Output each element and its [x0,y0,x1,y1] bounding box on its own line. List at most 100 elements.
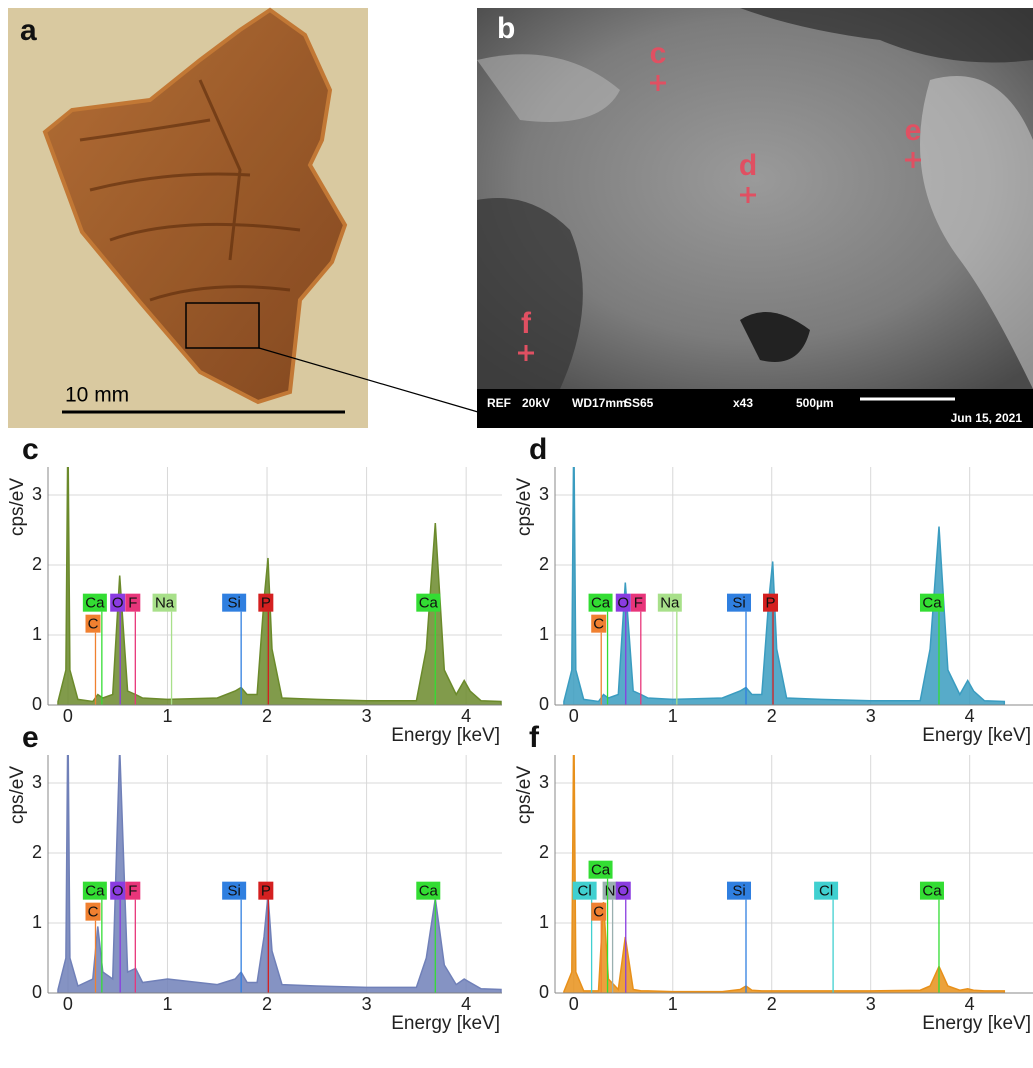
y-tick-label: 2 [32,554,42,574]
y-tick-label: 3 [539,772,549,792]
y-axis-label: cps/eV [7,766,28,824]
point-label: e [905,114,922,147]
marker-label: F [634,595,643,612]
x-tick-label: 2 [767,994,777,1014]
x-tick-label: 2 [262,994,272,1014]
info-text: SS65 [624,396,654,410]
panel-label: c [22,433,39,466]
x-tick-label: 3 [866,994,876,1014]
marker-label: C [593,616,604,633]
panel-label: d [529,433,547,466]
info-text: 20kV [522,396,550,410]
x-axis-label: Energy [keV] [922,725,1031,746]
x-tick-label: 2 [262,706,272,726]
x-tick-label: 0 [569,706,579,726]
marker-label: Ca [922,883,942,900]
x-axis-label: Energy [keV] [391,725,500,746]
y-tick-label: 3 [539,484,549,504]
marker-label: N [605,883,616,900]
y-tick-label: 2 [539,842,549,862]
x-tick-label: 0 [63,706,73,726]
y-tick-label: 0 [539,982,549,1002]
marker-label: P [261,595,271,612]
y-tick-label: 1 [539,624,549,644]
y-tick-label: 3 [32,484,42,504]
photo-a: 10 mm a [8,8,368,428]
y-tick-label: 2 [32,842,42,862]
y-tick-label: 0 [32,694,42,714]
info-text: x43 [733,396,753,410]
x-tick-label: 1 [668,706,678,726]
marker-label: Si [227,883,240,900]
panel-label: a [20,14,37,47]
chart: 012301234CaOFSiPCaCEnergy [keV]cps/eVe [7,713,502,1034]
x-tick-label: 0 [63,994,73,1014]
page: 10 mm a b c d e f REF 20kV WD17mmSS65 x43 500µm J… [0,0,1033,1068]
y-tick-label: 1 [32,624,42,644]
marker-label: Ca [591,862,611,879]
panel-label: b [497,12,515,45]
x-tick-label: 3 [362,994,372,1014]
info-text: REF [487,396,511,410]
y-tick-label: 2 [539,554,549,574]
x-tick-label: 2 [767,706,777,726]
y-axis-label: cps/eV [514,478,535,536]
marker-label: O [112,883,124,900]
marker-label: Cl [819,883,833,900]
marker-label: Cl [578,883,592,900]
chart: 012301234CaOFNaSiPCaCEnergy [keV]cps/eVd [514,425,1033,746]
info-text: Jun 15, 2021 [951,411,1023,425]
marker-label: C [88,904,99,921]
y-tick-label: 3 [32,772,42,792]
y-tick-label: 0 [32,982,42,1002]
marker-label: O [112,595,124,612]
marker-label: O [617,883,629,900]
point-label: d [739,149,757,182]
marker-label: O [617,595,629,612]
marker-label: Si [732,595,745,612]
x-tick-label: 4 [461,994,471,1014]
marker-label: Ca [419,595,439,612]
y-tick-label: 1 [32,912,42,932]
y-axis-label: cps/eV [514,766,535,824]
marker-label: Ca [419,883,439,900]
panel-label: f [529,721,540,754]
info-text: WD17mm [572,396,627,410]
info-bar [477,389,1033,428]
y-axis-label: cps/eV [7,478,28,536]
x-tick-label: 4 [965,706,975,726]
point-label: f [521,307,532,340]
marker-label: Na [660,595,680,612]
marker-label: P [261,883,271,900]
marker-label: C [88,616,99,633]
marker-label: Ca [85,595,105,612]
point-label: c [650,37,667,70]
x-axis-label: Energy [keV] [922,1013,1031,1034]
y-tick-label: 1 [539,912,549,932]
marker-label: F [128,883,137,900]
x-tick-label: 0 [569,994,579,1014]
marker-label: Ca [85,883,105,900]
marker-label: Ca [922,595,942,612]
x-tick-label: 4 [965,994,975,1014]
scale-label: 10 mm [65,384,129,407]
x-tick-label: 4 [461,706,471,726]
x-tick-label: 3 [362,706,372,726]
marker-label: C [593,904,604,921]
marker-label: Na [155,595,175,612]
marker-label: F [128,595,137,612]
x-axis-label: Energy [keV] [391,1013,500,1034]
marker-label: Si [227,595,240,612]
figure: 10 mm a b c d e f REF 20kV WD17mmSS65 x43 500µm J… [0,0,1033,1068]
panel-label: e [22,721,39,754]
marker-label: P [766,595,776,612]
marker-label: Si [732,883,745,900]
x-tick-label: 1 [668,994,678,1014]
marker-label: Ca [591,595,611,612]
y-tick-label: 0 [539,694,549,714]
x-tick-label: 1 [162,706,172,726]
info-text: 500µm [796,396,834,410]
